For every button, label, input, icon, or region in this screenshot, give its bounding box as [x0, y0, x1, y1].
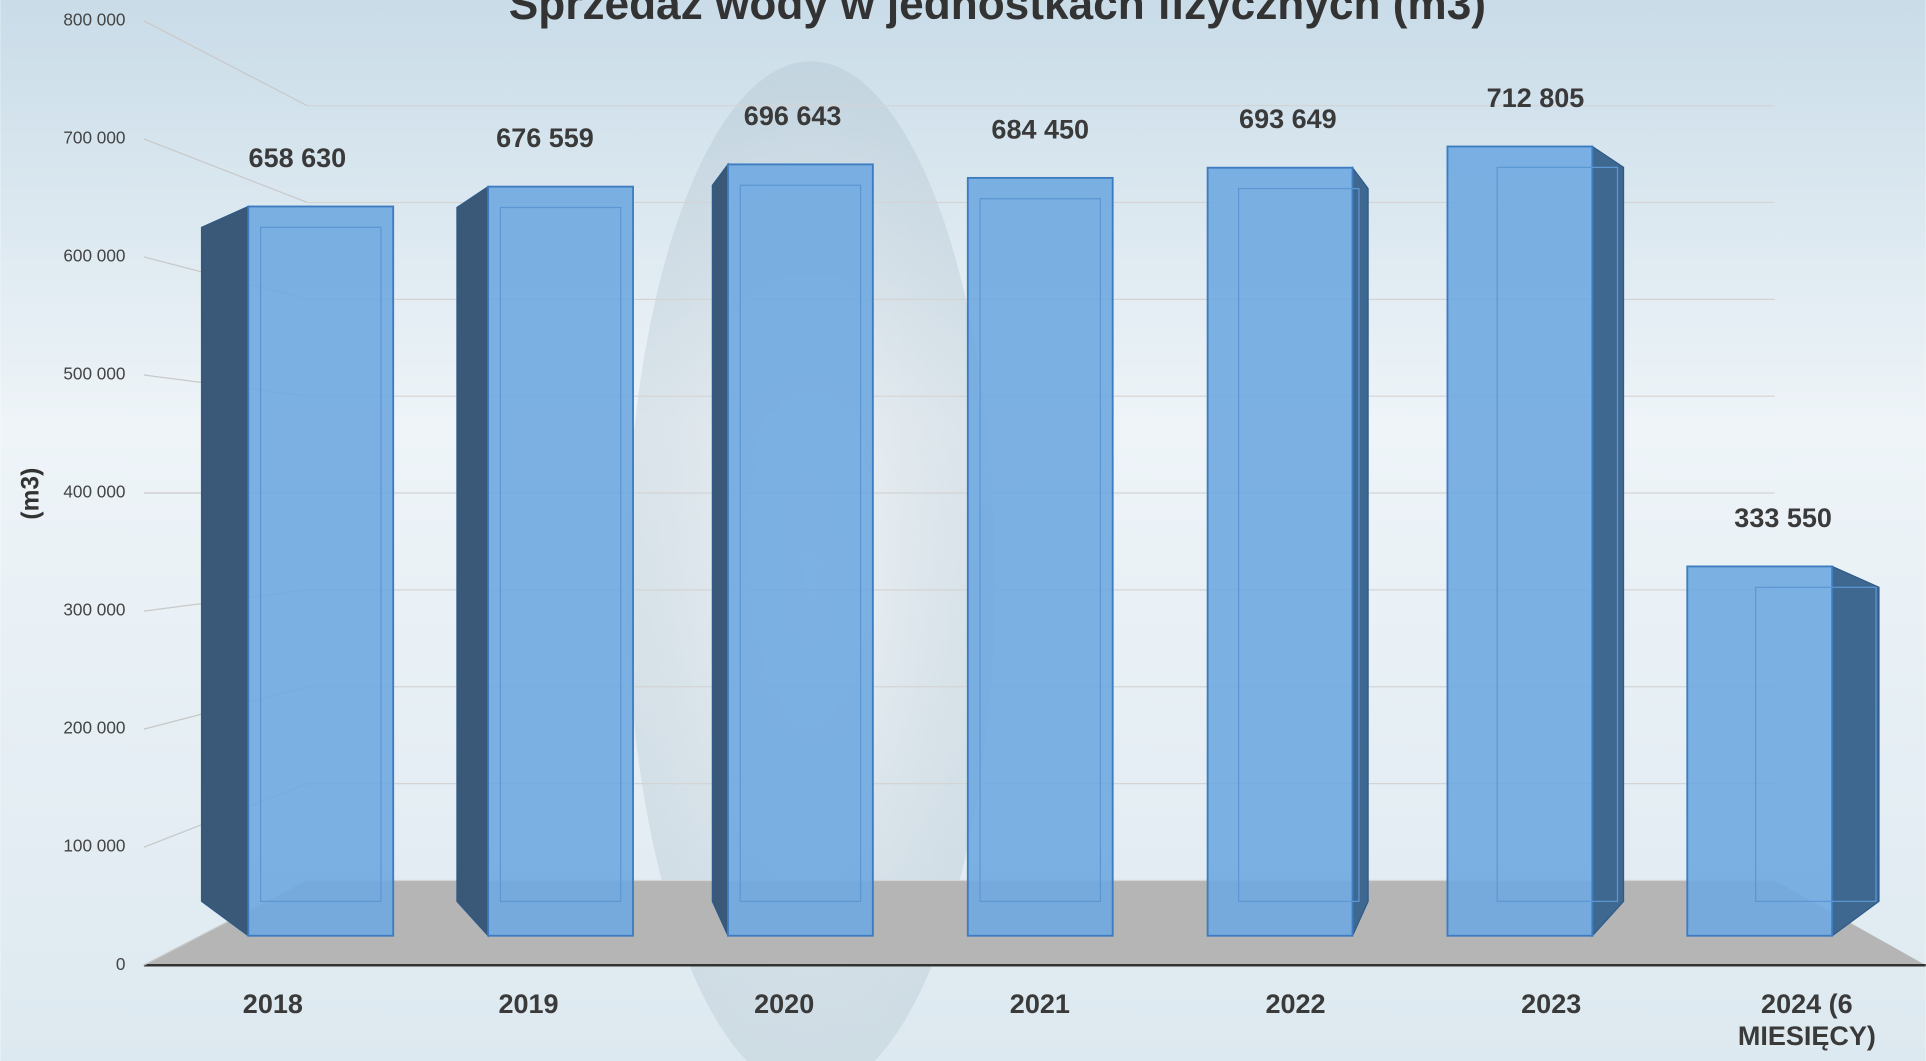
bar — [456, 185, 634, 938]
grid-line — [143, 20, 308, 107]
y-tick-label: 200 000 — [63, 718, 125, 738]
x-tick-label-box: 2022 — [1265, 988, 1326, 1020]
bar — [711, 162, 874, 937]
bar-edge — [1496, 166, 1619, 902]
bar-edge — [1755, 586, 1877, 902]
x-tick-label-box: 2024 (6 MIESIĘCY) — [1737, 988, 1876, 1052]
value-label: 676 559 — [496, 123, 594, 153]
bar-side — [456, 185, 489, 938]
y-tick-label: 300 000 — [63, 600, 125, 620]
chart-title: Sprzedaż wody w jednostkach fizycznych (… — [509, 0, 1486, 29]
grid-line — [143, 138, 308, 204]
y-tick-label: 500 000 — [63, 364, 125, 384]
x-tick-label-box: 2019 — [498, 988, 559, 1020]
bar-side — [1351, 165, 1369, 936]
bar-edge — [739, 184, 862, 902]
x-tick-label: 2019 — [498, 988, 559, 1020]
bar-face — [1446, 145, 1594, 937]
y-tick-label: 400 000 — [63, 482, 125, 502]
value-label: 684 450 — [991, 114, 1089, 144]
bar-face — [966, 176, 1114, 937]
y-tick-label: 700 000 — [63, 127, 125, 147]
bar-side — [1591, 145, 1625, 938]
bar-face — [1686, 565, 1834, 937]
bar — [1206, 165, 1369, 937]
y-tick-label: 100 000 — [63, 836, 125, 856]
bar-side — [1831, 565, 1880, 937]
x-tick-label: 2024 (6 MIESIĘCY) — [1737, 988, 1876, 1052]
x-tick-label-box: 2023 — [1521, 988, 1582, 1020]
bar-face — [1206, 166, 1354, 937]
y-tick-label: 0 — [116, 954, 126, 974]
bar-face — [727, 163, 874, 937]
bar-edge — [259, 226, 382, 902]
bar-face — [487, 185, 634, 937]
bar-side — [200, 205, 249, 937]
y-axis-label: (m3) — [18, 468, 45, 520]
bar-edge — [979, 198, 1102, 902]
y-tick-label: 600 000 — [63, 246, 125, 266]
value-label: 696 643 — [744, 101, 842, 131]
x-tick-label-box: 2021 — [1009, 988, 1070, 1020]
bar-side — [711, 162, 729, 936]
bar — [200, 205, 395, 937]
bar-edge — [499, 206, 622, 902]
x-tick-label: 2022 — [1265, 988, 1326, 1020]
bar-edge — [1237, 187, 1360, 902]
x-tick-label-box: 2018 — [242, 988, 303, 1020]
value-label: 712 805 — [1487, 83, 1585, 113]
y-tick-label: 800 000 — [63, 9, 125, 29]
x-tick-label: 2018 — [242, 988, 303, 1020]
x-tick-label: 2020 — [754, 988, 815, 1020]
bar — [1686, 565, 1880, 937]
bar — [1446, 145, 1625, 938]
value-label: 693 649 — [1239, 104, 1337, 134]
value-label: 333 550 — [1734, 503, 1832, 533]
x-tick-label: 2021 — [1009, 988, 1070, 1020]
value-label: 658 630 — [249, 143, 347, 173]
x-tick-label-box: 2020 — [754, 988, 815, 1020]
bar-face — [247, 205, 395, 937]
x-tick-label: 2023 — [1521, 988, 1582, 1020]
bar — [966, 176, 1114, 937]
